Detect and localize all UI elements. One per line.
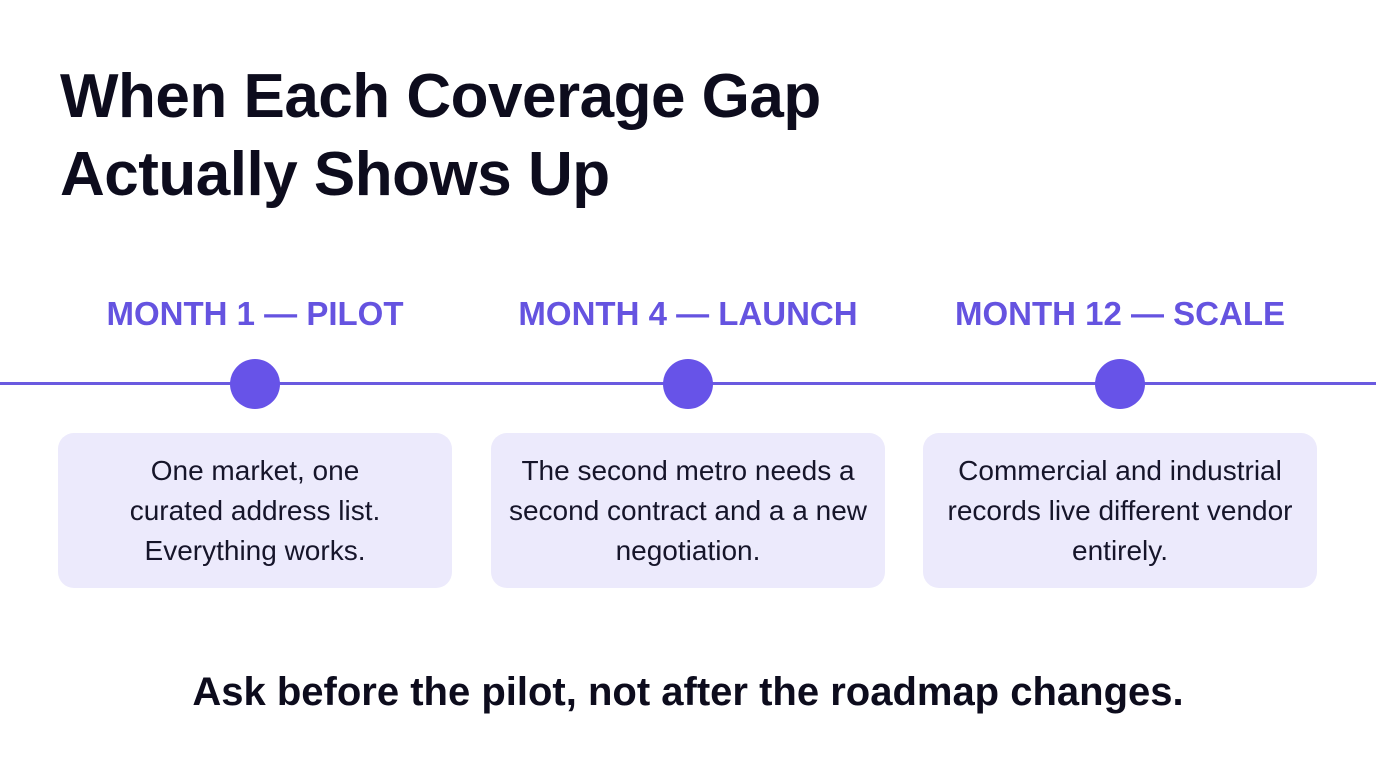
stage-label-month-12: MONTH 12 — SCALE [954, 295, 1286, 332]
timeline-dot-month-1 [230, 359, 280, 409]
stage-card-text-month-4: The second metro needs a second contract… [508, 454, 867, 566]
stage-label-month-1: MONTH 1 — PILOT [106, 295, 404, 332]
title-line-2: Actually Shows Up [60, 140, 610, 209]
stage-card-text-month-1: One market, one curated address list. Ev… [129, 454, 381, 566]
stage-card-text-month-12: Commercial and industrial records live d… [947, 454, 1293, 566]
takeaway-text: Ask before the pilot, not after the road… [192, 670, 1184, 714]
stage-card-month-1: One market, one curated address list. Ev… [58, 433, 452, 588]
title-line-1: When Each Coverage Gap [60, 62, 821, 131]
stage-card-month-12: Commercial and industrial records live d… [923, 433, 1317, 588]
timeline-dot-month-4 [663, 359, 713, 409]
timeline-dot-month-12 [1095, 359, 1145, 409]
stage-card-month-4: The second metro needs a second contract… [491, 433, 885, 588]
page-title: When Each Coverage Gap Actually Shows Up [60, 58, 960, 214]
stage-label-month-4: MONTH 4 — LAUNCH [518, 295, 858, 332]
